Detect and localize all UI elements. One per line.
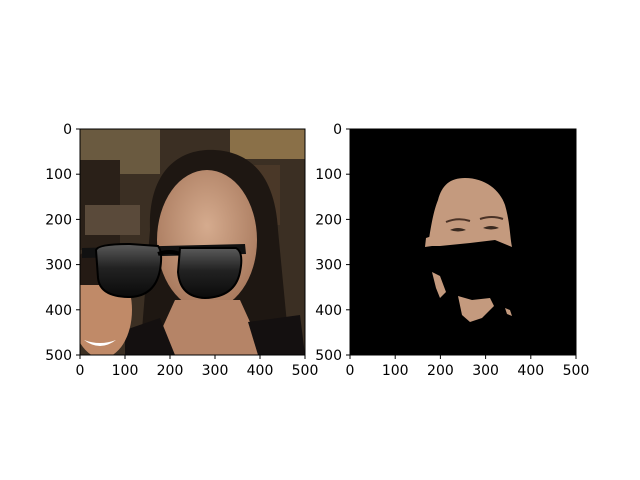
x-tick-label: 0 <box>346 363 355 379</box>
axes-frame-left <box>79 128 306 356</box>
y-tick-label: 100 <box>45 167 72 183</box>
y-tick-label: 300 <box>315 258 342 274</box>
axes-frame-right <box>349 128 577 356</box>
y-tick-label: 400 <box>45 303 72 319</box>
y-tick-label: 0 <box>63 122 72 138</box>
x-tick-label: 300 <box>202 363 229 379</box>
y-tick-label: 300 <box>45 258 72 274</box>
x-tick-label: 300 <box>472 363 499 379</box>
x-tick-label: 100 <box>112 363 139 379</box>
x-tick-label: 500 <box>563 363 590 379</box>
x-tick-label: 200 <box>157 363 184 379</box>
x-tick-label: 400 <box>247 363 274 379</box>
sunglasses-overlay <box>82 242 246 300</box>
y-tick-label: 500 <box>315 348 342 364</box>
x-tick-label: 500 <box>292 363 319 379</box>
x-tick-label: 0 <box>76 363 85 379</box>
x-tick-label: 400 <box>517 363 544 379</box>
face-photo-image <box>80 129 305 355</box>
y-tick-label: 100 <box>315 167 342 183</box>
skin-mask-image <box>350 129 576 355</box>
y-tick-label: 400 <box>315 303 342 319</box>
y-tick-label: 200 <box>315 212 342 228</box>
x-tick-label: 100 <box>382 363 409 379</box>
x-tick-label: 200 <box>427 363 454 379</box>
y-tick-label: 200 <box>45 212 72 228</box>
y-tick-label: 500 <box>45 348 72 364</box>
y-tick-label: 0 <box>333 122 342 138</box>
